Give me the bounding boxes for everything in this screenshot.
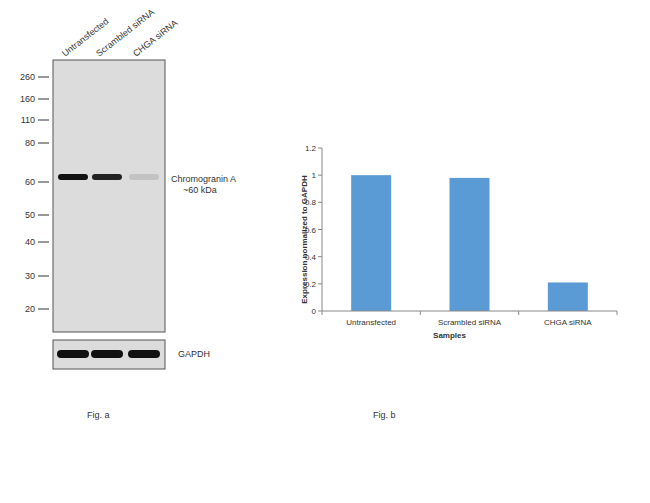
y-tick bbox=[318, 175, 322, 176]
target-label: Chromogranin A bbox=[171, 174, 236, 184]
figure-label: Fig. a bbox=[87, 410, 110, 420]
figure-label: Fig. b bbox=[373, 410, 396, 420]
bar bbox=[351, 175, 391, 311]
marker-tick bbox=[38, 276, 49, 277]
marker-tick bbox=[38, 215, 49, 216]
marker-tick bbox=[38, 77, 49, 78]
bar bbox=[548, 282, 588, 311]
target-band bbox=[92, 174, 122, 180]
gapdh-band bbox=[57, 350, 89, 358]
marker-label: 80 bbox=[25, 138, 35, 148]
y-tick bbox=[318, 256, 322, 257]
x-tick bbox=[518, 311, 519, 315]
x-tick-label: CHGA siRNA bbox=[544, 318, 592, 327]
y-tick bbox=[318, 202, 322, 203]
loading-membrane bbox=[53, 340, 165, 369]
y-tick bbox=[318, 148, 322, 149]
marker-label: 60 bbox=[25, 177, 35, 187]
marker-label: 110 bbox=[21, 115, 35, 125]
gapdh-band bbox=[128, 350, 160, 358]
bars bbox=[351, 175, 588, 311]
target-band bbox=[58, 174, 88, 180]
x-tick bbox=[322, 311, 323, 315]
y-tick-label: 1.2 bbox=[305, 144, 317, 153]
blot-membrane bbox=[53, 60, 165, 332]
lane-label: CHGA siRNA bbox=[131, 18, 179, 59]
marker-tick bbox=[38, 309, 49, 310]
marker-tick bbox=[38, 99, 49, 100]
bar bbox=[450, 178, 490, 311]
gapdh-band bbox=[91, 350, 123, 358]
x-axis bbox=[322, 311, 617, 312]
x-tick bbox=[420, 311, 421, 315]
y-tick bbox=[318, 283, 322, 284]
y-tick-label: 0 bbox=[312, 307, 317, 316]
x-tick bbox=[617, 311, 618, 315]
target-size: ~60 kDa bbox=[183, 185, 217, 195]
target-band bbox=[129, 174, 159, 180]
y-tick-label: 1 bbox=[312, 171, 317, 180]
marker-tick bbox=[38, 143, 49, 144]
loading-label: GAPDH bbox=[178, 349, 210, 359]
y-axis-label: Expression normalized to GAPDH bbox=[300, 175, 309, 304]
marker-label: 30 bbox=[25, 271, 35, 281]
marker-label: 50 bbox=[25, 210, 35, 220]
x-tick-label: Scrambled siRNA bbox=[438, 318, 502, 327]
marker-label: 40 bbox=[25, 237, 35, 247]
marker-label: 160 bbox=[20, 94, 35, 104]
figure: 260 160 110 80 60 50 40 30 20 Untransfected Scramb… bbox=[0, 0, 650, 503]
marker-tick bbox=[38, 242, 49, 243]
y-tick bbox=[318, 311, 322, 312]
marker-tick bbox=[38, 182, 49, 183]
marker-label: 20 bbox=[25, 304, 35, 314]
x-tick-label: Untransfected bbox=[346, 318, 396, 327]
marker-tick bbox=[38, 120, 49, 121]
marker-label: 260 bbox=[20, 72, 35, 82]
y-tick bbox=[318, 229, 322, 230]
x-axis-label: Samples bbox=[433, 331, 466, 340]
